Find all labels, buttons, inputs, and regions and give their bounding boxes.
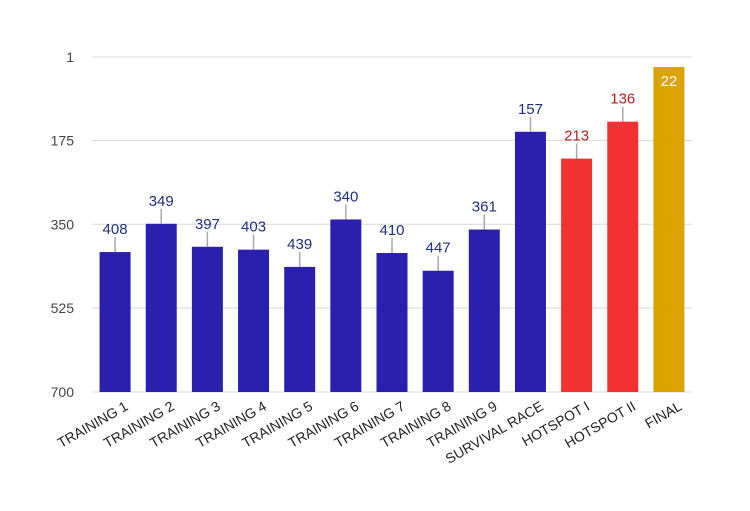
data-label: 22 [661, 73, 678, 90]
data-label: 361 [472, 199, 497, 216]
data-label: 408 [103, 221, 128, 238]
data-label: 136 [610, 91, 635, 108]
bar [376, 253, 408, 392]
bar [422, 270, 454, 392]
x-category-label: FINAL [642, 398, 685, 432]
bar [653, 67, 685, 392]
y-tick-label: 525 [51, 300, 75, 316]
bar [238, 249, 270, 392]
y-tick-label: 350 [51, 216, 75, 232]
data-label: 439 [287, 236, 312, 253]
y-tick-label: 1 [66, 49, 74, 65]
bar [468, 229, 500, 392]
bar [607, 121, 639, 392]
data-label: 349 [149, 193, 174, 210]
bar [514, 131, 546, 392]
data-label: 213 [564, 128, 589, 145]
bar [145, 223, 177, 392]
data-label: 157 [518, 101, 543, 118]
y-tick-label: 700 [51, 384, 75, 400]
bar [191, 246, 223, 392]
data-label: 340 [333, 188, 358, 205]
bar [330, 219, 362, 392]
bar [99, 252, 131, 392]
data-label: 397 [195, 216, 220, 233]
data-label: 403 [241, 219, 266, 236]
y-tick-label: 175 [51, 132, 75, 148]
data-label: 410 [379, 222, 404, 239]
bar [284, 266, 316, 392]
data-label: 447 [426, 240, 451, 257]
bar [561, 158, 593, 392]
